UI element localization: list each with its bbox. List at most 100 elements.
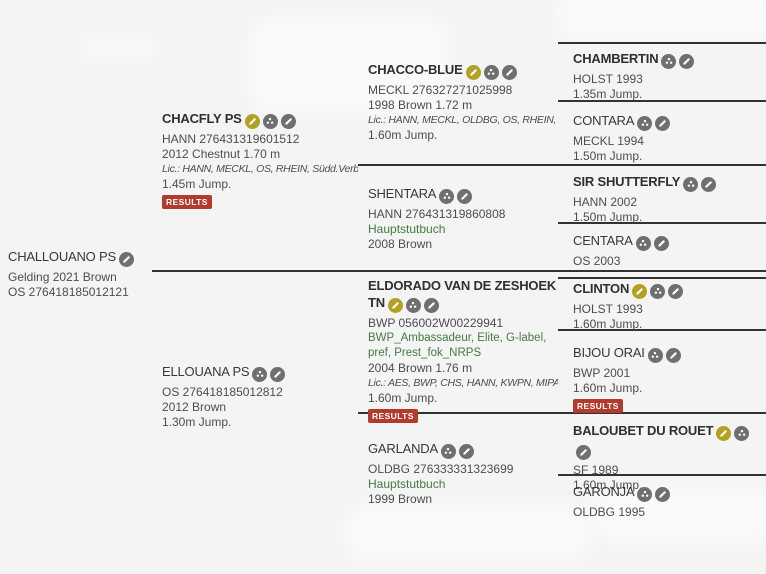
registry-number: MECKL 276327271025998 xyxy=(368,83,513,97)
pedigree-connector-line xyxy=(152,270,766,272)
horse-card-chambertin: CHAMBERTIN HOLST 1993 1.35m Jump. xyxy=(573,50,763,102)
registry-number: MECKL 1994 xyxy=(573,134,644,148)
results-badge[interactable]: RESULTS xyxy=(162,195,212,209)
horse-name[interactable]: SHENTARA xyxy=(368,186,437,201)
edit-icon[interactable] xyxy=(118,252,134,267)
pedigree-connector-line xyxy=(358,412,766,414)
edit-icon[interactable] xyxy=(576,445,591,460)
jump-level: 1.60m Jump. xyxy=(368,128,438,142)
horse-card-eldorado-van-de-zeshoek-tn: ELDORADO VAN DE ZESHOEK TN BWP 056002W00… xyxy=(368,277,558,424)
horse-name[interactable]: BALOUBET DU ROUET xyxy=(573,423,714,438)
horse-name[interactable]: ELLOUANA PS xyxy=(162,364,250,379)
gold-badge-icon[interactable] xyxy=(465,65,481,80)
pedigree-connector-line xyxy=(558,100,766,102)
edit-icon[interactable] xyxy=(423,298,439,313)
pedigree-icon[interactable] xyxy=(637,115,653,131)
pedigree-icon[interactable] xyxy=(440,443,456,459)
jump-level: 1.60m Jump. xyxy=(573,478,643,492)
gold-badge-icon[interactable] xyxy=(716,426,732,441)
results-badge[interactable]: RESULTS xyxy=(573,399,623,413)
horse-name[interactable]: CHACCO-BLUE xyxy=(368,62,463,77)
horse-name[interactable]: CHACFLY PS xyxy=(162,111,242,126)
gold-badge-icon[interactable] xyxy=(244,114,260,129)
pedigree-icon[interactable] xyxy=(647,347,663,363)
gold-badge-icon[interactable] xyxy=(632,284,648,299)
studbook-label: Hauptstutbuch xyxy=(368,222,446,236)
pedigree-icon[interactable] xyxy=(252,366,268,382)
horse-name[interactable]: SIR SHUTTERFLY xyxy=(573,174,681,189)
registry-number: HOLST 1993 xyxy=(573,302,643,316)
licensing-info: Lic.: AES, BWP, CHS, HANN, KWPN, MIPAAF,… xyxy=(368,377,558,389)
results-badge[interactable]: RESULTS xyxy=(368,409,418,423)
horse-card-garonja: GARONJA OLDBG 1995 xyxy=(573,483,763,520)
horse-card-bijou-orai: BIJOU ORAI BWP 2001 1.60m Jump. RESULTS xyxy=(573,344,763,414)
jump-level: 1.45m Jump. xyxy=(162,177,232,191)
horse-name[interactable]: CLINTON xyxy=(573,281,630,296)
horse-name[interactable]: GARONJA xyxy=(573,484,635,499)
horse-name[interactable]: GARLANDA xyxy=(368,441,438,456)
pedigree-icon[interactable] xyxy=(683,176,699,192)
jump-level: 1.60m Jump. xyxy=(573,317,643,331)
horse-name[interactable]: CHALLOUANO PS xyxy=(8,249,116,264)
background-watermark xyxy=(250,18,450,113)
horse-card-ellouana-ps: ELLOUANA PS OS 276418185012812 2012 Brow… xyxy=(162,363,358,430)
registry-number: HOLST 1993 xyxy=(573,72,643,86)
horse-description: 1998 Brown 1.72 m xyxy=(368,98,473,112)
pedigree-icon[interactable] xyxy=(439,188,455,204)
background-watermark xyxy=(80,36,158,60)
edit-icon[interactable] xyxy=(457,189,473,204)
registry-number: SF 1989 xyxy=(573,463,619,477)
edit-icon[interactable] xyxy=(655,116,671,131)
edit-icon[interactable] xyxy=(653,236,669,251)
horse-card-sir-shutterfly: SIR SHUTTERFLY HANN 2002 1.50m Jump. xyxy=(573,173,763,225)
horse-name[interactable]: CONTARA xyxy=(573,113,635,128)
background-watermark xyxy=(592,488,766,543)
registry-number: OLDBG 276333331323699 xyxy=(368,462,514,476)
registry-number: HANN 276431319860808 xyxy=(368,207,506,221)
pedigree-icon[interactable] xyxy=(405,297,421,313)
horse-card-centara: CENTARA OS 2003 xyxy=(573,232,763,269)
pedigree-connector-line xyxy=(558,222,766,224)
pedigree-icon[interactable] xyxy=(635,235,651,251)
gold-badge-icon[interactable] xyxy=(387,298,403,313)
pedigree-icon[interactable] xyxy=(650,283,666,299)
horse-description: 1999 Brown xyxy=(368,492,433,506)
edit-icon[interactable] xyxy=(501,65,517,80)
pedigree-icon[interactable] xyxy=(262,113,278,129)
horse-card-clinton: CLINTON HOLST 1993 1.60m Jump. xyxy=(573,280,763,332)
pedigree-connector-line xyxy=(558,277,766,279)
registry-number: OLDBG 1995 xyxy=(573,505,646,519)
horse-name[interactable]: CHAMBERTIN xyxy=(573,51,659,66)
registry-number: HANN 2002 xyxy=(573,195,638,209)
studbook-label: BWP_Ambassadeur, Elite, G-label, pref, P… xyxy=(368,332,547,359)
pedigree-connector-line xyxy=(558,42,766,44)
edit-icon[interactable] xyxy=(458,444,474,459)
edit-icon[interactable] xyxy=(668,284,684,299)
horse-name[interactable]: CENTARA xyxy=(573,233,633,248)
jump-level: 1.60m Jump. xyxy=(573,381,643,395)
jump-level: 1.60m Jump. xyxy=(368,391,438,405)
pedigree-icon[interactable] xyxy=(483,64,499,80)
registry-number: BWP 056002W00229941 xyxy=(368,316,504,330)
edit-icon[interactable] xyxy=(655,487,671,502)
registry-number: OS 2003 xyxy=(573,254,621,268)
registry-number: HANN 276431319601512 xyxy=(162,132,300,146)
jump-level: 1.50m Jump. xyxy=(573,210,643,224)
pedigree-icon[interactable] xyxy=(734,425,750,441)
pedigree-icon[interactable] xyxy=(661,53,677,69)
horse-description: 2012 Chestnut 1.70 m xyxy=(162,147,281,161)
edit-icon[interactable] xyxy=(665,348,681,363)
edit-icon[interactable] xyxy=(701,177,717,192)
licensing-info: Lic.: HANN, MECKL, OS, RHEIN, Südd.Verb.… xyxy=(162,163,358,175)
jump-level: 1.30m Jump. xyxy=(162,415,232,429)
horse-description: Gelding 2021 Brown xyxy=(8,270,117,284)
pedigree-icon[interactable] xyxy=(637,486,653,502)
background-watermark xyxy=(345,505,590,560)
edit-icon[interactable] xyxy=(679,54,695,69)
horse-name[interactable]: BIJOU ORAI xyxy=(573,345,645,360)
edit-icon[interactable] xyxy=(270,367,286,382)
edit-icon[interactable] xyxy=(280,114,296,129)
horse-name[interactable]: ELDORADO VAN DE ZESHOEK TN xyxy=(368,278,557,310)
jump-level: 1.35m Jump. xyxy=(573,87,643,101)
pedigree-connector-line xyxy=(358,164,766,166)
